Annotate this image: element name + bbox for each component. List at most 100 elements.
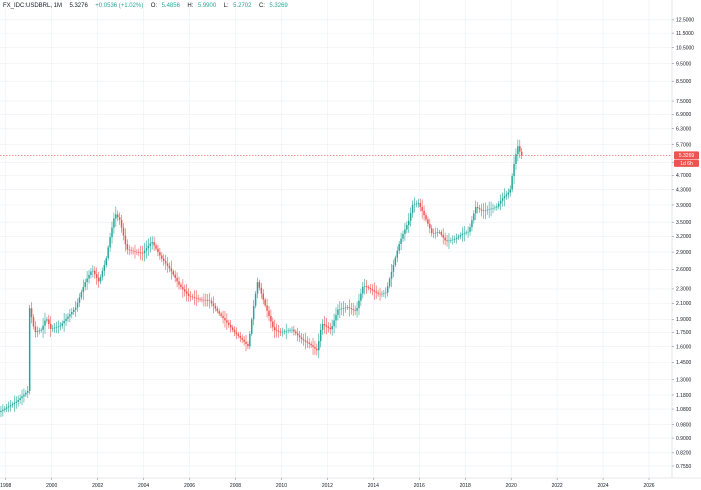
candle-body <box>201 299 203 301</box>
candle-body <box>408 220 410 226</box>
candle <box>482 203 485 219</box>
candle <box>210 297 213 307</box>
candle-body <box>419 202 421 207</box>
candle-body <box>46 319 48 321</box>
candle-body <box>49 324 52 329</box>
y-tick-label: 9.5000 <box>676 61 692 67</box>
candle-body <box>30 308 33 318</box>
candle <box>430 224 433 237</box>
candle <box>23 388 25 403</box>
candle <box>377 289 379 297</box>
candle <box>300 333 303 344</box>
candle <box>231 325 234 333</box>
candle <box>446 235 448 247</box>
candle-body <box>340 308 343 310</box>
price-axis[interactable]: 12.5000 11.5000 10.5000 9.5000 8.5000 7.5000 6… <box>672 18 694 470</box>
high-label: H: <box>187 3 193 9</box>
candle <box>138 248 140 257</box>
candle-body <box>310 343 312 346</box>
low-value: 5.2702 <box>233 3 252 9</box>
candle-body <box>11 404 14 406</box>
y-tick-label: 1.4500 <box>676 360 692 366</box>
candles[interactable] <box>0 139 523 418</box>
candle-body <box>254 293 257 306</box>
candle-body <box>279 331 282 333</box>
candle-body <box>316 348 318 351</box>
candle <box>103 260 106 276</box>
candle <box>208 292 211 309</box>
candle <box>132 247 134 255</box>
candle-body <box>40 329 42 331</box>
candle <box>42 317 44 338</box>
candle-body <box>9 405 12 407</box>
candle-body <box>126 244 129 250</box>
candle-body <box>72 309 75 313</box>
candle <box>402 230 404 243</box>
candle-body <box>430 228 433 234</box>
y-tick-label: 0.9000 <box>676 436 692 442</box>
candle-body <box>229 324 232 328</box>
candle <box>134 244 136 259</box>
candle-body <box>494 207 496 209</box>
close-label: C: <box>259 3 265 9</box>
candle-body <box>461 233 464 236</box>
candle <box>385 287 387 299</box>
candle-body <box>425 215 427 220</box>
candle-body <box>520 151 523 156</box>
candle-body <box>224 318 226 321</box>
symbol-label[interactable]: FX_IDC:USDBRL, 1M <box>3 3 62 9</box>
candle-body <box>423 210 425 216</box>
candle-body <box>444 237 446 241</box>
candle <box>272 317 274 332</box>
candle <box>486 205 488 215</box>
candle <box>327 322 330 333</box>
candle-body <box>28 308 31 392</box>
candle <box>145 240 148 259</box>
candle <box>149 236 152 253</box>
x-tick-label: 2012 <box>322 483 333 489</box>
candle-body <box>130 250 132 251</box>
candle-body <box>220 313 222 316</box>
time-axis[interactable]: 1998 2000 2002 2004 2006 2008 2010 2012 2014 2016… <box>0 478 655 489</box>
candle <box>13 395 16 412</box>
candle <box>413 197 416 213</box>
candle <box>390 264 393 288</box>
y-tick-label: 1.0800 <box>676 407 692 413</box>
candle <box>237 331 240 339</box>
candle <box>427 216 429 227</box>
candle-body <box>76 302 79 308</box>
candle <box>429 218 431 234</box>
candle-body <box>295 331 297 334</box>
candle <box>78 293 81 307</box>
candle-body <box>436 232 439 233</box>
candle <box>308 338 310 349</box>
candle-body <box>199 299 201 300</box>
candle-body <box>306 341 309 343</box>
y-tick-label: 2.9000 <box>676 250 692 256</box>
candle <box>310 341 312 348</box>
candle <box>239 331 242 342</box>
candle <box>499 194 502 211</box>
candle <box>74 300 77 317</box>
candle <box>365 279 368 294</box>
candle <box>155 243 157 251</box>
candle <box>27 386 29 398</box>
candle-body <box>128 249 130 251</box>
candle-body <box>319 329 322 342</box>
candle <box>335 307 337 329</box>
candle <box>371 284 374 296</box>
candle <box>262 289 264 305</box>
candle-body <box>385 292 387 294</box>
candle-body <box>118 217 121 220</box>
candle <box>153 236 155 251</box>
candle <box>216 306 219 314</box>
candle <box>337 304 339 321</box>
candle-body <box>365 286 368 288</box>
candle <box>285 323 287 340</box>
candle <box>465 230 467 236</box>
candle <box>316 343 318 356</box>
candle <box>519 139 521 159</box>
candle <box>184 284 186 297</box>
candle <box>71 308 73 319</box>
